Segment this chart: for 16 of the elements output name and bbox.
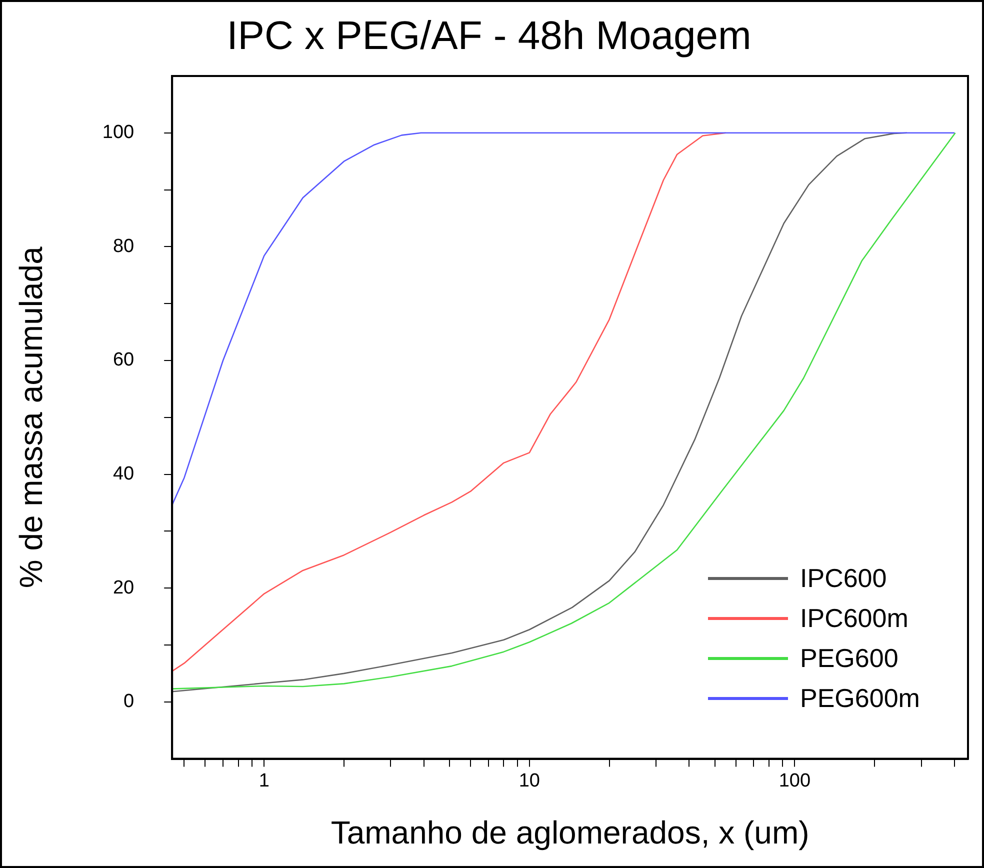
- x-tick-label: 10: [518, 770, 540, 792]
- legend-label: IPC600m: [800, 603, 908, 634]
- x-tick-label: 1: [258, 770, 270, 792]
- y-tick-label: 20: [112, 577, 134, 598]
- y-tick-label: 80: [112, 236, 134, 257]
- x-axis-title: Tamanho de aglomerados, x (um): [330, 814, 810, 851]
- y-tick-label: 60: [112, 350, 134, 371]
- chart-title: IPC x PEG/AF - 48h Moagem: [226, 14, 752, 58]
- legend-label: IPC600: [800, 563, 887, 594]
- y-axis-title: % de massa acumulada: [13, 246, 50, 588]
- x-tick-label: 100: [778, 770, 811, 792]
- legend-label: PEG600m: [800, 683, 920, 714]
- legend-label: PEG600: [800, 643, 898, 674]
- y-tick-label: 0: [124, 691, 134, 712]
- y-tick-label: 40: [112, 464, 134, 485]
- y-tick-label: 100: [102, 122, 134, 144]
